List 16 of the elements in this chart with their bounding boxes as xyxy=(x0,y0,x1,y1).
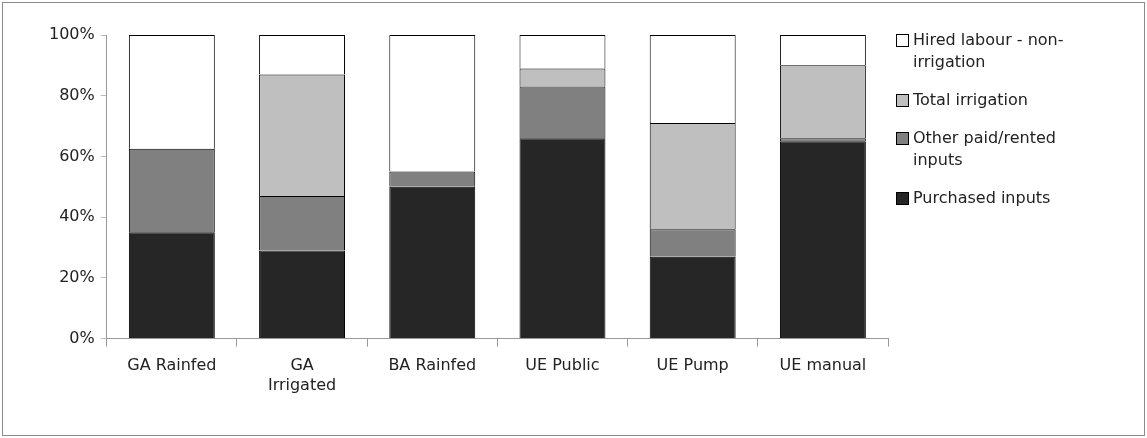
x-tick-label: GA Irrigated xyxy=(267,355,337,394)
y-tick-label: 20% xyxy=(59,267,95,287)
text: Hired labour - non-irrigation xyxy=(913,29,1065,73)
y-tick-label: 40% xyxy=(59,206,95,226)
legend-label: Total irrigation xyxy=(913,89,1028,111)
x-tick-label: UE Public xyxy=(525,355,600,375)
x-tick-label: GA Rainfed xyxy=(127,355,217,375)
legend-label: Purchased inputs xyxy=(913,187,1051,209)
y-tick-label: 0% xyxy=(69,327,95,347)
x-tick-label: BA Rainfed xyxy=(388,355,477,375)
legend-label: Other paid/rented inputs xyxy=(913,127,1057,171)
x-tick-label: UE manual xyxy=(779,355,867,375)
y-tick-label: 60% xyxy=(59,145,95,165)
y-tick-label: 100% xyxy=(48,24,95,44)
y-tick-label: 80% xyxy=(59,84,95,104)
x-tick-label: UE Pump xyxy=(656,355,729,375)
